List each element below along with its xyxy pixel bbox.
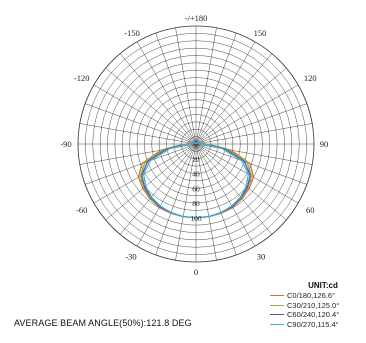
- legend-swatch: [270, 295, 284, 297]
- grid-spoke: [195, 143, 313, 165]
- grid-spoke: [155, 33, 197, 145]
- grid-spoke: [195, 143, 237, 255]
- grid-spoke: [195, 67, 287, 145]
- series-line-4: [142, 142, 250, 219]
- legend-items: C0/180,126.6° C30/210,125.0° C60/240,120.4…: [270, 291, 366, 329]
- grid-spoke: [195, 27, 217, 145]
- grid-spoke: [136, 41, 197, 145]
- grid-spoke: [175, 143, 197, 261]
- grid-spoke: [195, 143, 299, 204]
- grid-spoke: [195, 33, 237, 145]
- angle-label: -150: [124, 28, 140, 38]
- ring-label: 80: [192, 199, 200, 208]
- polar-grid: [77, 25, 315, 263]
- legend-label: C0/180,126.6°: [287, 291, 336, 300]
- grid-spoke: [105, 143, 197, 221]
- grid-spoke: [195, 143, 256, 247]
- grid-spoke: [79, 123, 197, 145]
- polar-series-layer: [137, 141, 255, 219]
- ring-label: 100: [190, 214, 202, 223]
- legend: UNIT:cd C0/180,126.6° C30/210,125.0° C60/2…: [270, 280, 366, 329]
- legend-item: C30/210,125.0°: [270, 301, 366, 311]
- ring-label: 60: [192, 184, 200, 193]
- legend-item: C60/240,120.4°: [270, 310, 366, 320]
- grid-spoke: [195, 103, 307, 145]
- legend-item: C90/270,115.4°: [270, 320, 366, 330]
- ring-label: 40: [192, 170, 200, 179]
- angle-label: -60: [76, 205, 87, 215]
- legend-unit-title: UNIT:cd: [308, 281, 338, 290]
- grid-spoke: [155, 143, 197, 255]
- angle-label: 30: [257, 252, 266, 262]
- angle-label: -30: [125, 252, 136, 262]
- ring-label: 20: [192, 155, 200, 164]
- grid-spoke: [195, 143, 273, 235]
- grid-spoke: [195, 143, 217, 261]
- angle-label: 120: [304, 73, 317, 83]
- legend-label: C90/270,115.4°: [287, 319, 339, 329]
- angle-label-top: -/+180: [185, 13, 208, 23]
- grid-spoke: [136, 143, 197, 247]
- angle-label: -90: [60, 139, 71, 149]
- angle-label: -120: [74, 73, 90, 83]
- legend-swatch: [270, 314, 284, 316]
- legend-label: C30/210,125.0°: [287, 300, 340, 310]
- grid-spoke: [85, 103, 197, 145]
- grid-spoke: [79, 143, 197, 165]
- grid-spoke: [119, 143, 197, 235]
- average-beam-angle-text: AVERAGE BEAM ANGLE(50%):121.8 DEG: [14, 318, 192, 328]
- angle-label: 60: [306, 205, 315, 215]
- angle-label: 150: [254, 28, 267, 38]
- grid-spoke: [195, 53, 273, 145]
- legend-item: C0/180,126.6°: [270, 291, 366, 301]
- grid-spoke: [195, 84, 299, 145]
- grid-spoke: [119, 53, 197, 145]
- grid-spoke: [195, 123, 313, 145]
- grid-spoke: [85, 143, 197, 185]
- grid-spoke: [93, 84, 197, 145]
- grid-spoke: [195, 143, 307, 185]
- grid-spoke: [93, 143, 197, 204]
- grid-spoke: [105, 67, 197, 145]
- legend-label: C60/240,120.4°: [287, 310, 340, 319]
- grid-spoke: [195, 41, 256, 145]
- legend-swatch: [270, 304, 284, 306]
- grid-spoke: [195, 143, 287, 221]
- angle-label: 90: [320, 139, 329, 149]
- grid-spoke: [175, 27, 197, 145]
- polar-labels-layer: -/+180 -150 150 -120 120 -90 90 -60 60 -30 30 0 20 40…: [60, 13, 328, 277]
- legend-swatch: [270, 323, 284, 325]
- angle-label: 0: [194, 267, 198, 277]
